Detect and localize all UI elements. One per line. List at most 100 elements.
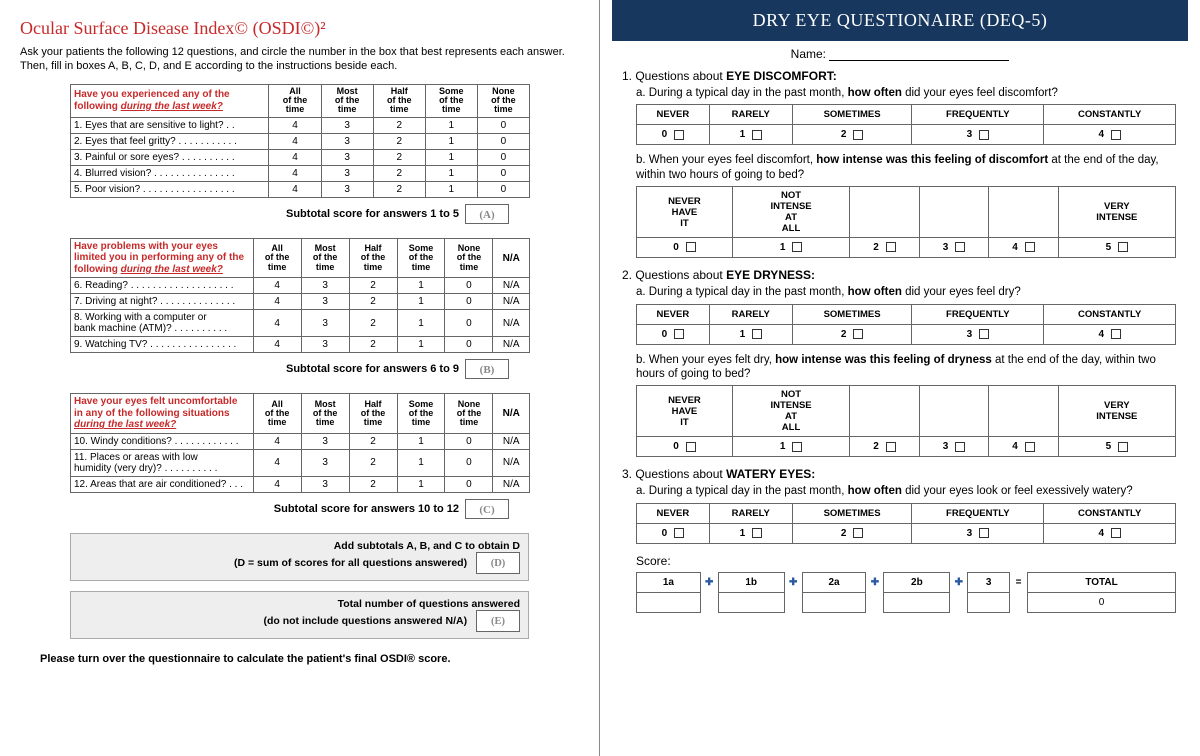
osdi-answer-cell[interactable]: 3 bbox=[321, 149, 373, 165]
osdi-answer-cell[interactable]: 2 bbox=[349, 310, 397, 337]
deq-scale-option[interactable]: 5 bbox=[1058, 238, 1175, 258]
osdi-answer-cell[interactable]: 3 bbox=[301, 476, 349, 492]
deq-scale-option[interactable]: 3 bbox=[919, 437, 988, 457]
osdi-answer-cell[interactable]: 0 bbox=[445, 294, 493, 310]
osdi-answer-cell[interactable]: 3 bbox=[301, 433, 349, 449]
osdi-answer-cell[interactable]: 2 bbox=[349, 294, 397, 310]
osdi-answer-cell[interactable]: 3 bbox=[301, 449, 349, 476]
deq-scale-option[interactable]: 2 bbox=[792, 523, 911, 543]
deq-scale-option[interactable]: 2 bbox=[792, 324, 911, 344]
osdi-answer-cell[interactable]: 4 bbox=[269, 149, 321, 165]
osdi-answer-cell[interactable]: 0 bbox=[477, 117, 529, 133]
osdi-answer-cell[interactable]: 2 bbox=[373, 117, 425, 133]
osdi-answer-cell[interactable]: 2 bbox=[349, 449, 397, 476]
checkbox-icon[interactable] bbox=[853, 329, 863, 339]
deq-scale-option[interactable]: 0 bbox=[637, 437, 733, 457]
deq-score-cell[interactable] bbox=[802, 592, 866, 612]
osdi-answer-cell[interactable]: 3 bbox=[321, 117, 373, 133]
deq-scale-option[interactable]: 3 bbox=[912, 324, 1044, 344]
checkbox-icon[interactable] bbox=[1118, 242, 1128, 252]
deq-score-cell[interactable] bbox=[968, 592, 1010, 612]
checkbox-icon[interactable] bbox=[979, 329, 989, 339]
deq-scale-option[interactable]: 4 bbox=[989, 437, 1058, 457]
osdi-answer-cell[interactable]: 4 bbox=[253, 278, 301, 294]
osdi-answer-cell[interactable]: 4 bbox=[253, 449, 301, 476]
checkbox-icon[interactable] bbox=[674, 528, 684, 538]
osdi-answer-cell[interactable]: 3 bbox=[321, 165, 373, 181]
osdi-answer-cell[interactable]: 4 bbox=[253, 476, 301, 492]
osdi-answer-cell[interactable]: 4 bbox=[269, 133, 321, 149]
checkbox-icon[interactable] bbox=[674, 329, 684, 339]
osdi-answer-cell[interactable]: 4 bbox=[253, 433, 301, 449]
osdi-answer-cell[interactable]: 0 bbox=[445, 449, 493, 476]
osdi-answer-cell[interactable]: 0 bbox=[445, 476, 493, 492]
calc-d-box[interactable]: (D) bbox=[476, 552, 520, 574]
osdi-answer-cell[interactable]: 0 bbox=[445, 433, 493, 449]
osdi-na-cell[interactable]: N/A bbox=[493, 337, 530, 353]
deq-scale-option[interactable]: 1 bbox=[732, 238, 849, 258]
osdi-answer-cell[interactable]: 2 bbox=[349, 476, 397, 492]
deq-scale-option[interactable]: 3 bbox=[919, 238, 988, 258]
deq-scale-option[interactable]: 0 bbox=[637, 238, 733, 258]
deq-scale-option[interactable]: 1 bbox=[709, 125, 792, 145]
deq-name-input[interactable] bbox=[829, 49, 1009, 61]
osdi-answer-cell[interactable]: 0 bbox=[477, 149, 529, 165]
deq-scale-option[interactable]: 0 bbox=[637, 324, 710, 344]
osdi-answer-cell[interactable]: 1 bbox=[425, 181, 477, 197]
deq-scale-option[interactable]: 5 bbox=[1058, 437, 1175, 457]
osdi-answer-cell[interactable]: 1 bbox=[425, 149, 477, 165]
deq-scale-option[interactable]: 2 bbox=[850, 238, 919, 258]
checkbox-icon[interactable] bbox=[886, 442, 896, 452]
checkbox-icon[interactable] bbox=[853, 130, 863, 140]
checkbox-icon[interactable] bbox=[955, 442, 965, 452]
osdi-answer-cell[interactable]: 0 bbox=[477, 181, 529, 197]
osdi-na-cell[interactable]: N/A bbox=[493, 476, 530, 492]
checkbox-icon[interactable] bbox=[886, 242, 896, 252]
osdi-answer-cell[interactable]: 2 bbox=[373, 165, 425, 181]
checkbox-icon[interactable] bbox=[853, 528, 863, 538]
osdi-na-cell[interactable]: N/A bbox=[493, 278, 530, 294]
osdi-answer-cell[interactable]: 1 bbox=[425, 117, 477, 133]
osdi-answer-cell[interactable]: 1 bbox=[397, 310, 445, 337]
deq-scale-option[interactable]: 4 bbox=[1044, 523, 1176, 543]
osdi-answer-cell[interactable]: 0 bbox=[477, 165, 529, 181]
deq-scale-option[interactable]: 2 bbox=[792, 125, 911, 145]
checkbox-icon[interactable] bbox=[752, 329, 762, 339]
osdi-answer-cell[interactable]: 3 bbox=[301, 337, 349, 353]
osdi-answer-cell[interactable]: 4 bbox=[253, 310, 301, 337]
osdi-answer-cell[interactable]: 1 bbox=[397, 433, 445, 449]
checkbox-icon[interactable] bbox=[1111, 329, 1121, 339]
osdi-answer-cell[interactable]: 3 bbox=[301, 310, 349, 337]
checkbox-icon[interactable] bbox=[1111, 130, 1121, 140]
osdi-subtotal-box[interactable]: (C) bbox=[465, 499, 509, 519]
osdi-answer-cell[interactable]: 1 bbox=[397, 294, 445, 310]
deq-scale-option[interactable]: 2 bbox=[850, 437, 919, 457]
osdi-answer-cell[interactable]: 1 bbox=[397, 337, 445, 353]
osdi-answer-cell[interactable]: 4 bbox=[269, 181, 321, 197]
osdi-na-cell[interactable]: N/A bbox=[493, 294, 530, 310]
osdi-answer-cell[interactable]: 4 bbox=[269, 165, 321, 181]
checkbox-icon[interactable] bbox=[1025, 442, 1035, 452]
osdi-answer-cell[interactable]: 2 bbox=[349, 337, 397, 353]
checkbox-icon[interactable] bbox=[686, 242, 696, 252]
checkbox-icon[interactable] bbox=[979, 528, 989, 538]
osdi-subtotal-box[interactable]: (A) bbox=[465, 204, 509, 224]
checkbox-icon[interactable] bbox=[686, 442, 696, 452]
checkbox-icon[interactable] bbox=[1118, 442, 1128, 452]
deq-scale-option[interactable]: 1 bbox=[709, 523, 792, 543]
deq-scale-option[interactable]: 0 bbox=[637, 125, 710, 145]
checkbox-icon[interactable] bbox=[752, 130, 762, 140]
osdi-answer-cell[interactable]: 3 bbox=[321, 133, 373, 149]
osdi-na-cell[interactable]: N/A bbox=[493, 433, 530, 449]
deq-scale-option[interactable]: 1 bbox=[732, 437, 849, 457]
checkbox-icon[interactable] bbox=[979, 130, 989, 140]
deq-score-cell[interactable] bbox=[718, 592, 784, 612]
osdi-answer-cell[interactable]: 4 bbox=[269, 117, 321, 133]
checkbox-icon[interactable] bbox=[792, 242, 802, 252]
osdi-na-cell[interactable]: N/A bbox=[493, 310, 530, 337]
osdi-answer-cell[interactable]: 1 bbox=[397, 476, 445, 492]
osdi-answer-cell[interactable]: 0 bbox=[477, 133, 529, 149]
osdi-answer-cell[interactable]: 1 bbox=[397, 449, 445, 476]
osdi-subtotal-box[interactable]: (B) bbox=[465, 359, 509, 379]
osdi-answer-cell[interactable]: 2 bbox=[349, 278, 397, 294]
